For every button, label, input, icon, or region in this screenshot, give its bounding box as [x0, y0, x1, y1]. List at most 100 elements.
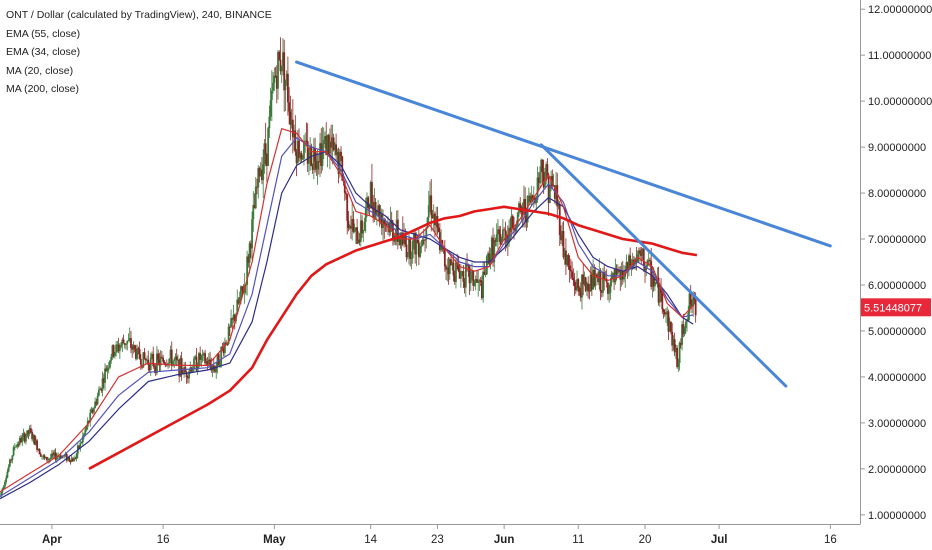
candle-body	[97, 389, 100, 396]
price-axis[interactable]: 1.00000000 2.00000000 3.00000000 4.00000000…	[860, 0, 932, 524]
time-axis[interactable]: Apr 16 May 14 23 Jun 11 20 Jul 16	[0, 524, 861, 546]
candle-body	[688, 293, 691, 313]
candle-body	[193, 358, 195, 369]
candle-body	[175, 356, 178, 361]
candle-body	[23, 433, 26, 442]
candle-body	[375, 213, 378, 215]
candle-body	[53, 452, 56, 456]
candle-body	[367, 197, 370, 208]
candle-body	[316, 161, 319, 170]
legend-item-ema34[interactable]: EMA (34, close)	[6, 46, 81, 58]
candle-body	[623, 276, 625, 280]
candle-body	[42, 455, 45, 457]
candle-body	[311, 165, 314, 170]
trendline-layer	[295, 60, 832, 388]
candle-body	[502, 229, 504, 239]
candle-body	[461, 271, 464, 272]
candle-body	[333, 144, 336, 151]
candle-body	[215, 366, 218, 372]
candle-body	[472, 271, 475, 286]
candle-body	[247, 256, 250, 263]
candle-body	[139, 358, 142, 365]
candle-body	[557, 203, 560, 207]
candle-body	[249, 243, 252, 249]
candle-body	[593, 270, 596, 286]
candle-body	[480, 282, 483, 299]
candle-body	[682, 324, 685, 335]
candle-body	[352, 219, 355, 232]
candle-body	[503, 229, 506, 231]
candle-body	[457, 264, 460, 271]
candle-body	[185, 371, 188, 378]
candle-body	[230, 318, 232, 327]
candle-body	[104, 368, 106, 383]
candle-body	[474, 279, 477, 282]
candle-body	[686, 320, 688, 322]
candle-body	[112, 345, 115, 357]
last-price-tag: 5.51448077	[861, 298, 931, 317]
candle-body	[315, 160, 318, 170]
series-layer	[0, 128, 698, 500]
candle-body	[289, 111, 292, 125]
candle-body	[678, 342, 681, 363]
candle-body	[581, 274, 583, 298]
legend-item-ema55[interactable]: EMA (55, close)	[6, 27, 81, 40]
candle-body	[558, 203, 561, 236]
candle-body	[269, 100, 272, 117]
candle-body	[343, 181, 346, 193]
time-tick-label: Apr	[42, 534, 62, 546]
candle-body	[537, 177, 540, 184]
legend-item-ma200[interactable]: MA (200, close)	[6, 83, 79, 95]
candle-body	[380, 214, 383, 229]
candle-body	[206, 361, 209, 366]
legend-item-ma20[interactable]: MA (20, close)	[6, 64, 74, 77]
candle-body	[314, 147, 316, 161]
candle-body	[121, 339, 124, 345]
candle-body	[327, 135, 330, 154]
candle-body	[405, 244, 408, 258]
candle-body	[191, 368, 194, 372]
candle-body	[332, 137, 335, 151]
candle-body	[25, 436, 27, 442]
candle-body	[611, 273, 614, 275]
candle-body	[52, 453, 55, 456]
candle-body	[256, 186, 258, 188]
candle-body	[356, 227, 358, 244]
candle-body	[458, 270, 461, 279]
candle-body	[399, 238, 402, 246]
candle-body	[684, 321, 687, 328]
candle-body	[168, 358, 171, 364]
candle-body	[100, 388, 103, 391]
candle-body	[463, 281, 466, 288]
candle-body	[69, 460, 72, 462]
candle-body	[135, 348, 137, 359]
candle-body	[607, 282, 609, 294]
candle-body	[639, 250, 641, 254]
candle-body	[452, 262, 455, 276]
candle-body	[637, 250, 640, 255]
candle-body	[236, 299, 239, 315]
candle-body	[369, 182, 372, 209]
candle-body	[15, 446, 17, 448]
candle-body	[620, 270, 623, 280]
candle-body	[408, 239, 410, 256]
candle-body	[195, 356, 198, 371]
candle-body	[194, 356, 197, 359]
candle-body	[563, 250, 566, 258]
candle-body	[544, 180, 546, 188]
candle-body	[11, 455, 14, 460]
time-tick-label: 23	[431, 534, 444, 546]
candle-body	[351, 219, 354, 229]
candle-body	[172, 361, 174, 366]
candle-body	[305, 140, 308, 142]
candle-body	[521, 212, 524, 215]
candle-body	[85, 426, 88, 430]
candle-body	[179, 358, 182, 377]
candle-body	[492, 237, 494, 263]
candle-body	[298, 140, 300, 158]
candle-body	[96, 395, 99, 405]
candle-body	[626, 262, 629, 270]
candle-body	[516, 212, 519, 226]
